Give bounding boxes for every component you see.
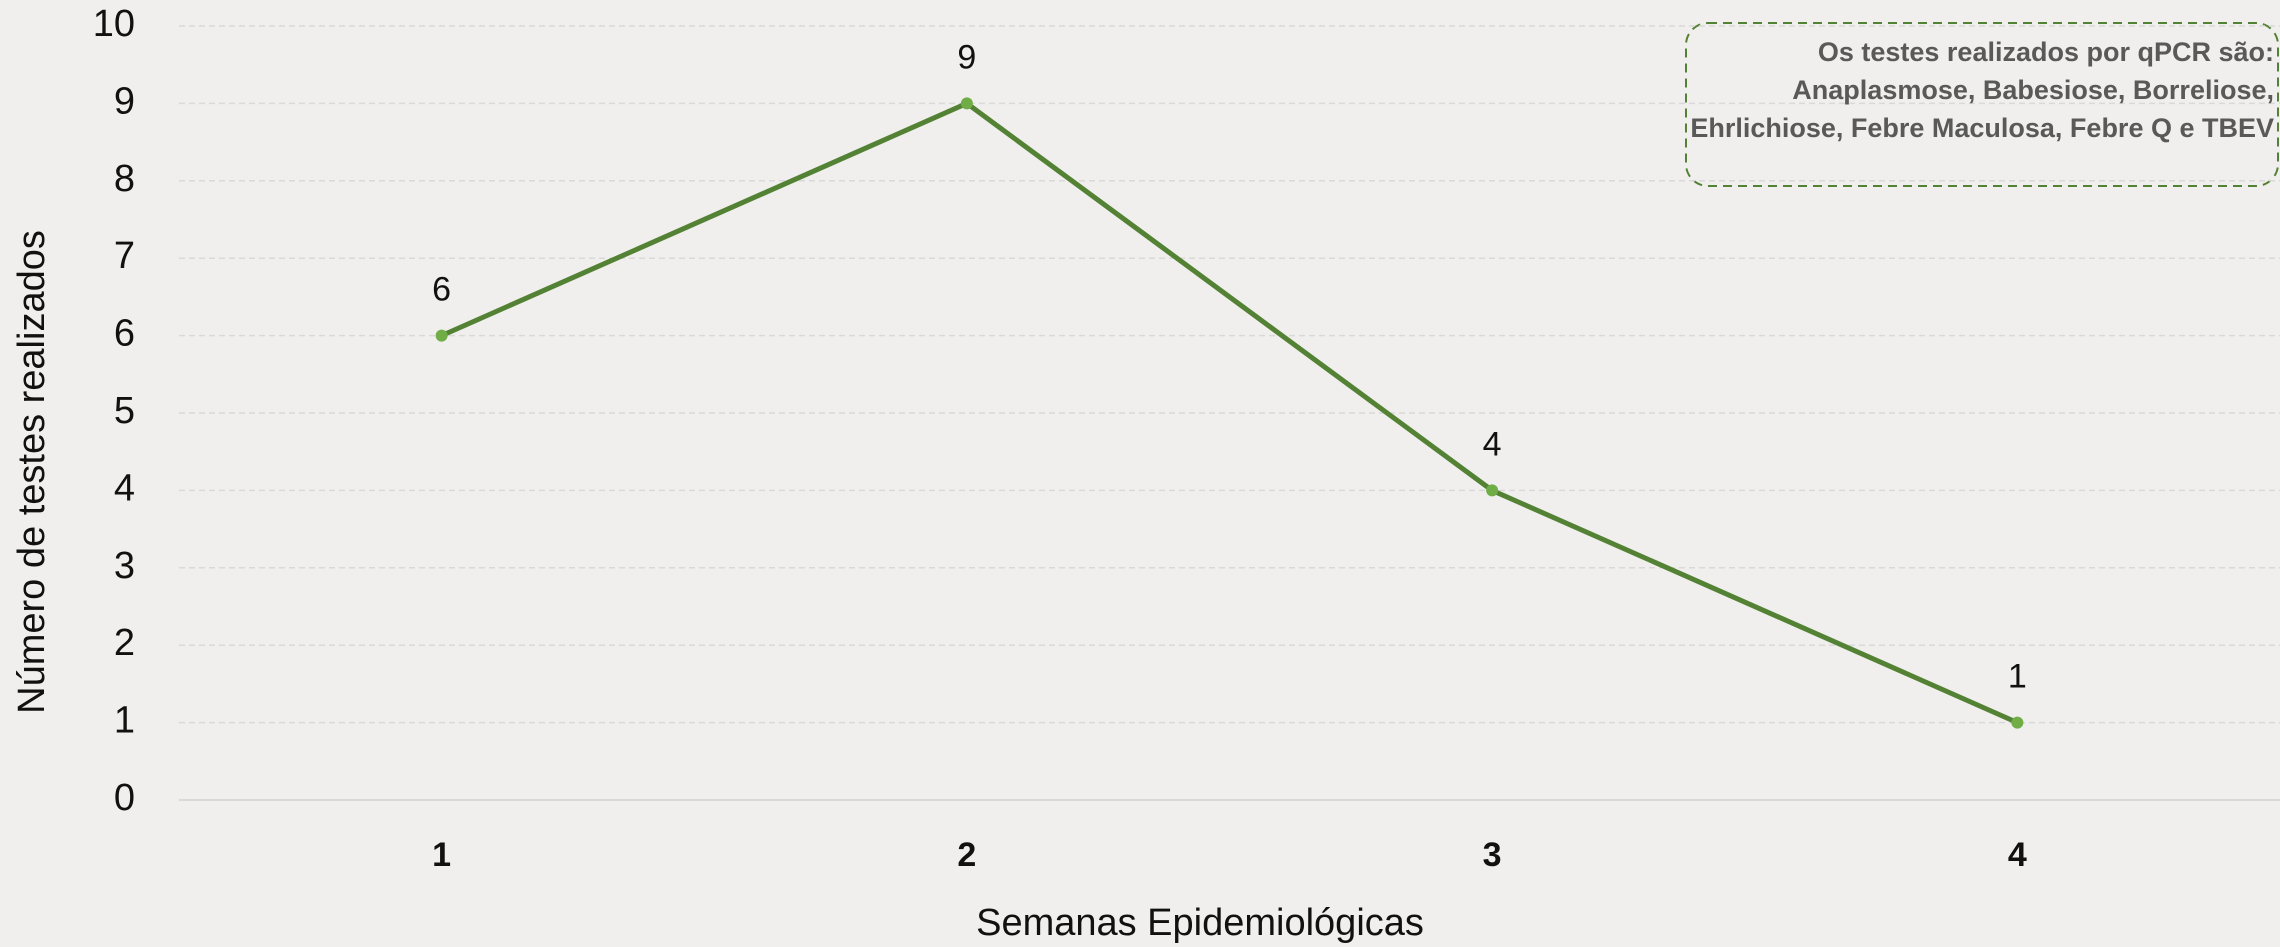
annotation-box xyxy=(1685,22,2279,187)
y-tick-label: 5 xyxy=(114,390,135,432)
y-tick-label: 10 xyxy=(93,3,135,45)
data-label: 4 xyxy=(1483,425,1502,463)
marker xyxy=(1486,484,1499,497)
data-label: 9 xyxy=(957,38,976,76)
data-label: 6 xyxy=(432,271,451,309)
annotation-line: Os testes realizados por qPCR são: xyxy=(1818,37,2274,67)
data-label: 1 xyxy=(2008,658,2027,696)
x-tick-label: 3 xyxy=(1483,836,1502,874)
marker xyxy=(960,97,973,110)
y-tick-label: 3 xyxy=(114,545,135,587)
y-axis-label: Número de testes realizados xyxy=(11,230,53,714)
y-tick-label: 0 xyxy=(114,777,135,819)
y-tick-label: 4 xyxy=(114,467,135,509)
y-tick-label: 8 xyxy=(114,158,135,200)
y-tick-label: 9 xyxy=(114,80,135,122)
x-axis-label: Semanas Epidemiológicas xyxy=(976,902,1424,944)
x-tick-label: 2 xyxy=(957,836,976,874)
marker xyxy=(435,329,448,342)
annotation-line: Anaplasmose, Babesiose, Borreliose, xyxy=(1792,75,2274,105)
x-tick-label: 4 xyxy=(2008,836,2027,874)
y-tick-label: 7 xyxy=(114,235,135,277)
y-tick-label: 1 xyxy=(114,700,135,742)
y-tick-label: 2 xyxy=(114,622,135,664)
marker xyxy=(2011,716,2024,729)
annotation-line: Ehrlichiose, Febre Maculosa, Febre Q e T… xyxy=(1690,113,2274,143)
x-tick-label: 1 xyxy=(432,836,451,874)
line xyxy=(440,100,2019,725)
y-tick-label: 6 xyxy=(114,313,135,355)
